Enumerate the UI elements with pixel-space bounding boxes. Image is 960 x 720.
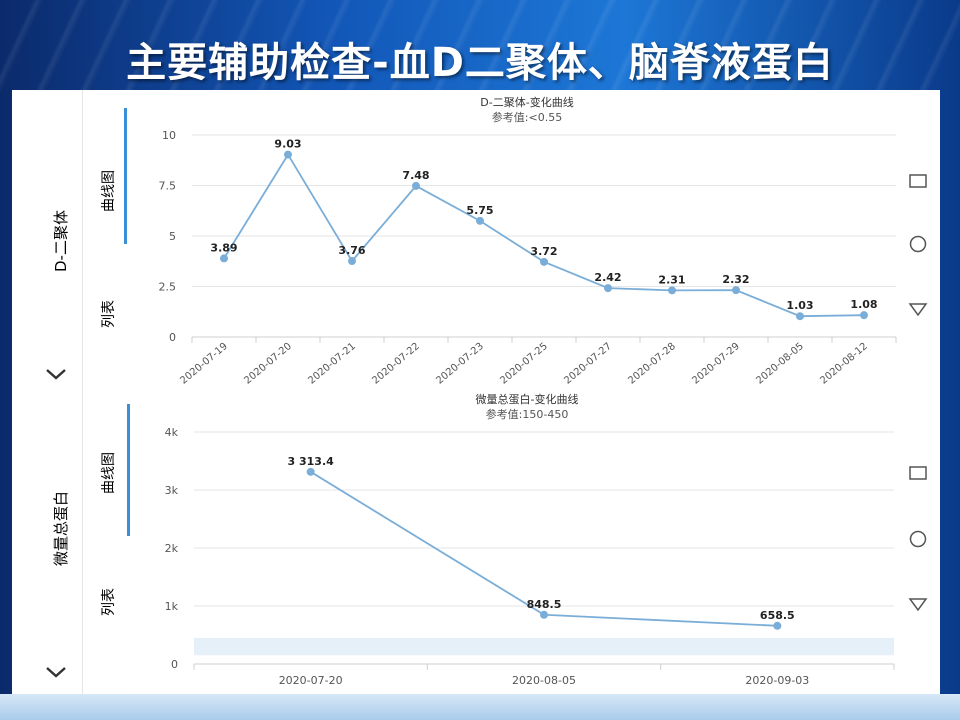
x-tick-label: 2020-07-29 bbox=[690, 341, 742, 387]
panel-divider bbox=[82, 388, 83, 694]
x-tick-label: 2020-07-23 bbox=[434, 341, 486, 387]
recent-apps-icon[interactable] bbox=[907, 462, 929, 484]
data-point bbox=[668, 286, 676, 295]
data-point bbox=[540, 610, 548, 619]
data-label: 1.03 bbox=[786, 299, 813, 312]
data-point bbox=[348, 257, 356, 266]
collapse-chevron-icon[interactable] bbox=[44, 362, 68, 387]
x-tick-label: 2020-09-03 bbox=[745, 674, 809, 687]
data-point bbox=[284, 150, 292, 159]
data-label: 2.42 bbox=[594, 271, 621, 284]
y-tick-label: 4k bbox=[165, 426, 179, 439]
panel-side-label: 微量总蛋白 bbox=[52, 490, 70, 566]
y-tick-label: 2.5 bbox=[159, 281, 177, 294]
slide-title: 主要辅助检查-血D二聚体、脑脊液蛋白 bbox=[126, 40, 834, 86]
panel-divider bbox=[82, 90, 83, 388]
x-tick-label: 2020-07-28 bbox=[626, 341, 678, 387]
y-tick-label: 5 bbox=[169, 230, 176, 243]
data-point bbox=[220, 254, 228, 263]
x-tick-label: 2020-08-05 bbox=[754, 341, 806, 387]
tab-list[interactable]: 列表 bbox=[101, 588, 117, 616]
data-label: 848.5 bbox=[527, 598, 562, 611]
series-line bbox=[223, 152, 865, 318]
data-label: 1.08 bbox=[850, 298, 877, 311]
chart-title: D-二聚体-变化曲线 bbox=[480, 95, 573, 109]
data-point bbox=[306, 467, 315, 476]
x-tick-label: 2020-07-19 bbox=[178, 341, 230, 387]
tab-list[interactable]: 列表 bbox=[101, 300, 117, 328]
data-point bbox=[604, 284, 612, 293]
back-triangle-icon[interactable] bbox=[907, 298, 929, 320]
header-decoration bbox=[0, 0, 960, 92]
x-tick-label: 2020-07-22 bbox=[370, 341, 422, 387]
x-tick-label: 2020-07-20 bbox=[242, 341, 294, 387]
x-tick-label: 2020-07-27 bbox=[562, 341, 614, 387]
data-point bbox=[540, 257, 548, 266]
data-point bbox=[796, 312, 804, 321]
data-label: 2.32 bbox=[722, 273, 749, 286]
slide-bottom-strip bbox=[0, 694, 960, 720]
data-point bbox=[412, 181, 420, 190]
data-point bbox=[476, 216, 484, 225]
data-label: 3 313.4 bbox=[288, 455, 335, 468]
back-triangle-icon[interactable] bbox=[907, 593, 929, 615]
chart-subtitle: 参考值:150-450 bbox=[486, 407, 569, 421]
reference-band bbox=[194, 637, 894, 656]
chart-title: 微量总蛋白-变化曲线 bbox=[476, 392, 579, 406]
d-dimer-panel: D-二聚体 曲线图 列表 D-二聚体-变化曲线 参考值:<0.55 0 2.5 5 7.5… bbox=[12, 90, 940, 388]
y-tick-label: 7.5 bbox=[159, 180, 177, 193]
data-point bbox=[773, 621, 782, 630]
x-tick-label: 2020-07-20 bbox=[279, 674, 343, 687]
y-tick-label: 2k bbox=[165, 542, 179, 555]
tab-active-indicator bbox=[124, 108, 127, 244]
x-tick-label: 2020-07-21 bbox=[306, 341, 358, 387]
tab-curve[interactable]: 曲线图 bbox=[101, 170, 117, 212]
y-tick-label: 1k bbox=[165, 600, 179, 613]
y-tick-label: 0 bbox=[171, 658, 178, 671]
data-label: 3.89 bbox=[210, 241, 237, 254]
y-tick-label: 0 bbox=[169, 331, 176, 344]
data-label: 7.48 bbox=[402, 169, 429, 182]
x-tick-label: 2020-08-12 bbox=[818, 341, 870, 387]
data-label: 658.5 bbox=[760, 609, 795, 622]
data-label: 5.75 bbox=[466, 204, 493, 217]
phone-screen: D-二聚体 曲线图 列表 D-二聚体-变化曲线 参考值:<0.55 0 2.5 5 7.5… bbox=[12, 90, 940, 694]
data-point bbox=[732, 286, 740, 295]
x-tick-label: 2020-08-05 bbox=[512, 674, 576, 687]
y-tick-label: 10 bbox=[162, 129, 176, 142]
chart-subtitle: 参考值:<0.55 bbox=[492, 110, 562, 124]
panel-side-label: D-二聚体 bbox=[52, 210, 70, 272]
x-tick-label: 2020-07-25 bbox=[498, 341, 550, 387]
tab-curve[interactable]: 曲线图 bbox=[101, 452, 117, 494]
home-circle-icon[interactable] bbox=[907, 528, 929, 550]
tab-active-indicator bbox=[127, 404, 130, 536]
data-label: 3.76 bbox=[338, 244, 365, 257]
home-circle-icon[interactable] bbox=[907, 233, 929, 255]
collapse-chevron-icon[interactable] bbox=[44, 660, 68, 685]
protein-panel: 微量总蛋白 曲线图 列表 微量总蛋白-变化曲线 参考值:150-450 0 1k 2k 3… bbox=[12, 388, 940, 694]
y-tick-label: 3k bbox=[165, 484, 179, 497]
data-label: 3.72 bbox=[530, 245, 557, 258]
data-label: 9.03 bbox=[274, 138, 301, 151]
data-label: 2.31 bbox=[658, 273, 685, 286]
data-point bbox=[860, 311, 868, 320]
recent-apps-icon[interactable] bbox=[907, 170, 929, 192]
